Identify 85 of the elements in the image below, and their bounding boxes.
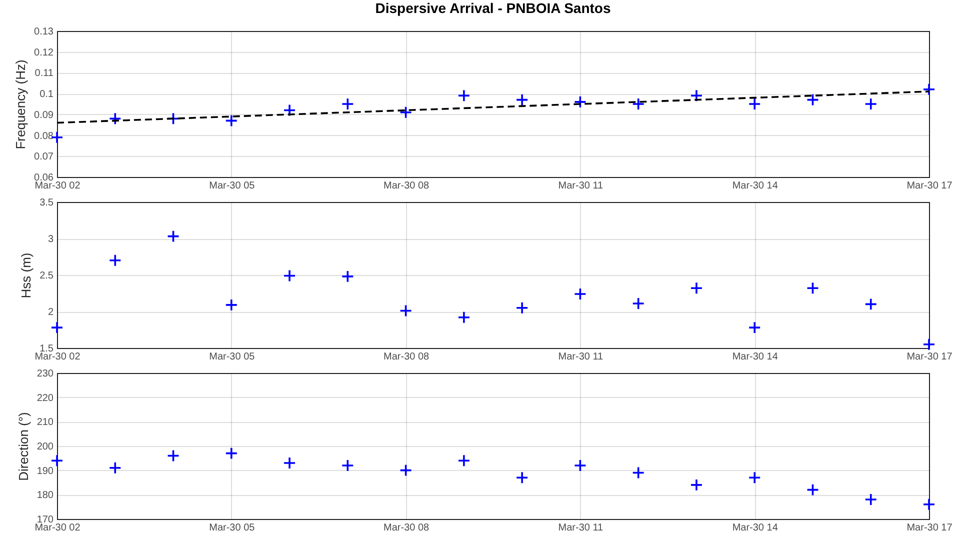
y-tick-label: 0.09 [34, 110, 54, 121]
y-tick-label: 0.12 [34, 47, 54, 58]
point [399, 304, 412, 318]
x-tick-label: Mar-30 05 [209, 352, 256, 362]
point [50, 321, 64, 334]
y-tick-label: 230 [36, 368, 54, 380]
point [922, 498, 936, 511]
x-tick-label: Mar-30 08 [384, 352, 430, 362]
point [108, 112, 122, 125]
point [806, 483, 820, 496]
y-tick-label: 3 [48, 234, 54, 245]
point [748, 471, 761, 484]
point [283, 456, 296, 470]
point [458, 310, 470, 324]
x-tick-label: Mar-30 11 [558, 352, 604, 362]
point [806, 282, 820, 295]
x-tick-label: Mar-30 08 [384, 522, 430, 534]
x-tick-label: Mar-30 02 [34, 352, 81, 362]
y-tick-label: 0.07 [34, 152, 54, 163]
x-tick-label: Mar-30 05 [209, 522, 256, 534]
point [458, 454, 470, 467]
x-tick-label: Mar-30 11 [558, 180, 604, 192]
x-tick-label: Mar-30 14 [732, 352, 778, 362]
x-tick-label: Mar-30 14 [732, 522, 778, 534]
point [225, 114, 238, 128]
point [225, 446, 238, 460]
x-tick-label: Mar-30 05 [209, 180, 256, 192]
point [166, 449, 180, 462]
point [341, 98, 354, 110]
point [516, 93, 528, 106]
y-tick-label: 200 [36, 442, 54, 452]
point [574, 288, 587, 300]
point [399, 106, 412, 119]
x-tick-label: Mar-30 14 [732, 180, 778, 192]
point [574, 459, 587, 472]
y-axis-title: Frequency (Hz) [13, 60, 28, 150]
point [516, 301, 528, 314]
point [922, 338, 936, 351]
point [632, 466, 645, 480]
point [108, 462, 122, 474]
point [166, 230, 180, 243]
point [690, 478, 703, 492]
point [50, 454, 64, 467]
x-tick-label: Mar-30 08 [384, 180, 430, 192]
point [748, 98, 761, 110]
y-tick-label: 2 [48, 307, 54, 318]
x-tick-label: Mar-30 17 [906, 352, 953, 362]
point [341, 459, 354, 472]
x-tick-label: Mar-30 17 [906, 180, 953, 192]
point [864, 98, 878, 110]
x-tick-label: Mar-30 17 [906, 522, 953, 534]
chart-title: Dispersive Arrival - PNBOIA Santos [375, 0, 611, 16]
point [225, 298, 238, 312]
point [399, 464, 412, 477]
point [283, 269, 296, 282]
x-tick-label: Mar-30 02 [34, 522, 81, 534]
point [166, 112, 180, 125]
x-tick-label: Mar-30 11 [558, 522, 604, 534]
y-tick-label: 210 [36, 417, 54, 428]
y-tick-label: 0.08 [34, 130, 54, 142]
point [922, 83, 936, 96]
point [574, 96, 587, 108]
y-tick-label: 3.5 [40, 198, 54, 208]
y-tick-label: 190 [36, 466, 54, 477]
point [341, 270, 354, 283]
y-tick-label: 180 [36, 490, 54, 502]
point [806, 93, 820, 106]
point [108, 254, 122, 267]
point [458, 89, 470, 102]
point [516, 471, 528, 484]
y-tick-label: 220 [36, 392, 54, 404]
point [632, 98, 645, 110]
point [632, 297, 645, 310]
y-axis-title: Hss (m) [18, 252, 34, 298]
point [864, 298, 878, 311]
y-tick-label: 0.13 [34, 26, 54, 38]
x-tick-label: Mar-30 02 [34, 180, 81, 192]
y-tick-label: 0.11 [34, 68, 54, 80]
y-tick-label: 2.5 [40, 270, 54, 282]
point [690, 89, 703, 102]
y-axis-title: Direction (°) [16, 412, 31, 481]
point [864, 493, 878, 506]
point [690, 282, 703, 295]
point [748, 321, 761, 334]
y-tick-label: 0.1 [40, 89, 54, 100]
